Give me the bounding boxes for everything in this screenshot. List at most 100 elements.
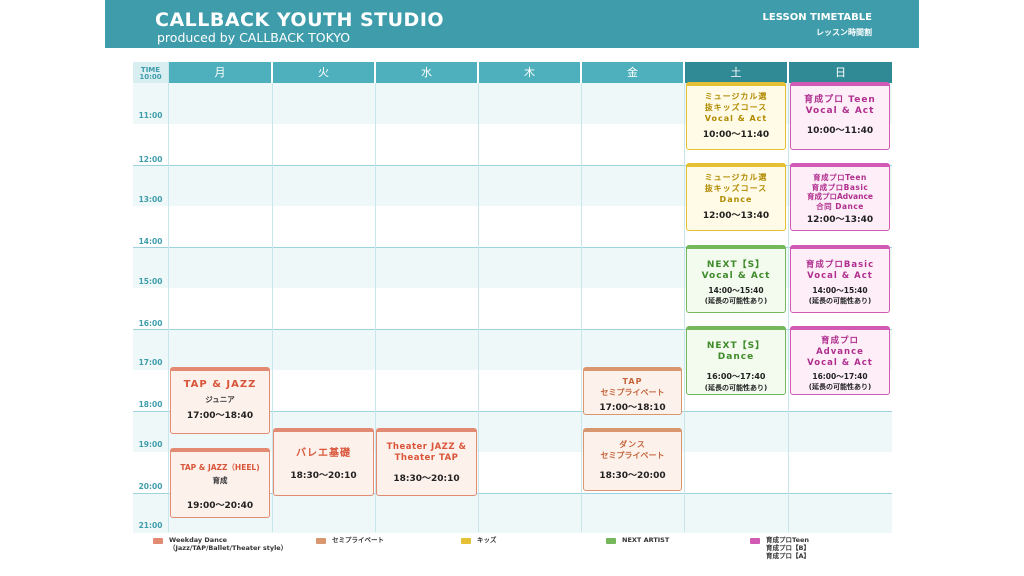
legend-label-line3: 育成プロ【A】	[766, 552, 811, 560]
day-header-tue: 火	[273, 62, 374, 83]
lesson-time: 18:30〜20:10	[393, 474, 460, 484]
lesson-card-sun-advance[interactable]: 育成プロ Advance Vocal & Act 16:00〜17:40 (延長…	[790, 326, 890, 395]
lesson-card-fri-tap[interactable]: TAP セミプライベート 17:00〜18:10	[583, 367, 682, 415]
legend-swatch	[461, 538, 471, 544]
day-header-mon: 月	[169, 62, 271, 83]
lesson-card-wed-theater[interactable]: Theater JAZZ & Theater TAP 18:30〜20:10	[376, 428, 477, 496]
lesson-note: (延長の可能性あり)	[808, 297, 872, 305]
time-label: 20:00	[138, 482, 163, 491]
time-label: 14:00	[138, 237, 163, 246]
time-label: 21:00	[138, 521, 163, 530]
time-label: 12:00	[138, 155, 163, 164]
lesson-title: 育成プロTeen	[813, 173, 867, 182]
day-header-thu: 木	[479, 62, 580, 83]
column-divider	[581, 83, 582, 532]
lesson-title-line3: 育成プロAdvance	[807, 192, 873, 201]
lesson-card-mon-tap-jazz[interactable]: TAP & JAZZ ジュニア 17:00〜18:40	[170, 367, 270, 434]
time-header-start: 10:00	[139, 73, 162, 81]
lesson-title-line2: Vocal & Act	[807, 271, 873, 281]
lesson-title-line2: Theater TAP	[394, 453, 459, 463]
lesson-title-line2: Dance	[717, 352, 755, 362]
lesson-title: TAP	[622, 377, 643, 386]
lesson-title-line3: Dance	[719, 195, 753, 204]
column-divider	[272, 83, 273, 532]
legend-label-line1: 育成プロTeen	[766, 536, 810, 544]
lesson-level: 育成	[212, 476, 228, 485]
lesson-card-mon-heel[interactable]: TAP & JAZZ（HEEL) 育成 19:00〜20:40	[170, 448, 270, 518]
lesson-title: ダンス	[619, 440, 646, 449]
header-banner: CALLBACK YOUTH STUDIO produced by CALLBA…	[105, 0, 919, 48]
lesson-time: 10:00〜11:40	[806, 126, 874, 136]
time-label: 15:00	[138, 277, 163, 286]
day-header-sun: 日	[789, 62, 892, 83]
lesson-card-sun-joint-dance[interactable]: 育成プロTeen 育成プロBasic 育成プロAdvance 合同 Dance …	[790, 163, 890, 231]
time-header: TIME 10:00	[133, 62, 168, 83]
lesson-title: TAP & JAZZ（HEEL)	[180, 463, 260, 472]
lesson-time: 18:30〜20:00	[599, 471, 666, 481]
legend-label-line2: 育成プロ【B】	[766, 544, 810, 552]
time-header-label: TIME	[140, 66, 161, 74]
time-label: 16:00	[138, 319, 163, 328]
lesson-card-sun-basic[interactable]: 育成プロBasic Vocal & Act 14:00〜15:40 (延長の可能…	[790, 245, 890, 313]
time-label: 19:00	[138, 440, 163, 449]
lesson-title-line2: セミプライベート	[600, 451, 665, 460]
column-divider	[684, 83, 685, 532]
legend-label-line1: Weekday Dance	[169, 536, 228, 544]
time-label: 17:00	[138, 358, 163, 367]
lesson-title-line4: 合同 Dance	[816, 201, 864, 211]
day-header-wed: 水	[376, 62, 477, 83]
column-divider	[375, 83, 376, 532]
studio-subtitle: produced by CALLBACK TOKYO	[157, 30, 351, 45]
lesson-time: 12:00〜13:40	[702, 211, 770, 221]
legend-label: キッズ	[477, 536, 497, 544]
legend-weekday: Weekday Dance （Jazz/TAP/Ballet/Theater s…	[153, 536, 323, 566]
lesson-time: 19:00〜20:40	[186, 501, 254, 511]
legend-pro: 育成プロTeen 育成プロ【B】 育成プロ【A】	[750, 536, 850, 566]
lesson-title-line2: セミプライベート	[600, 388, 665, 397]
lesson-time: 17:00〜18:40	[186, 411, 254, 421]
lesson-time: 18:30〜20:10	[290, 471, 357, 481]
lesson-time: 17:00〜18:10	[599, 403, 666, 413]
lesson-title: ミュージカル選	[704, 92, 768, 101]
legend-label: セミプライベート	[332, 536, 384, 544]
lesson-note: (延長の可能性あり)	[704, 297, 768, 305]
lesson-title-line2: Vocal & Act	[805, 106, 875, 116]
studio-title: CALLBACK YOUTH STUDIO	[155, 9, 445, 31]
lesson-title: NEXT【S】	[706, 341, 766, 351]
lesson-time: 12:00〜13:40	[806, 215, 874, 225]
lesson-time: 16:00〜17:40	[706, 372, 766, 381]
lesson-title: NEXT【S】	[706, 260, 766, 270]
lesson-time: 16:00〜17:40	[812, 372, 868, 381]
legend-swatch	[606, 538, 616, 544]
column-divider	[788, 83, 789, 532]
lesson-time: 14:00〜15:40	[708, 286, 764, 295]
time-label: 13:00	[138, 195, 163, 204]
timetable-grid: TIME 10:00 11:00 12:00 13:00 14:00 15:00…	[133, 62, 892, 533]
lesson-title-line2: Advance	[816, 347, 864, 357]
legend-swatch	[153, 538, 163, 544]
lesson-card-sun-teen[interactable]: 育成プロ Teen Vocal & Act 10:00〜11:40	[790, 82, 890, 150]
lesson-card-fri-dance[interactable]: ダンス セミプライベート 18:30〜20:00	[583, 428, 682, 491]
lesson-time: 14:00〜15:40	[812, 286, 868, 295]
lesson-title: TAP & JAZZ	[183, 379, 257, 390]
timetable-title: LESSON TIMETABLE	[762, 12, 872, 23]
time-column	[133, 62, 169, 532]
legend-label: NEXT ARTIST	[622, 536, 670, 544]
legend-semi: セミプライベート	[316, 536, 416, 566]
lesson-card-sat-kids-vocal[interactable]: ミュージカル選 抜キッズコース Vocal & Act 10:00〜11:40	[686, 82, 786, 150]
column-divider	[478, 83, 479, 532]
lesson-title: バレエ基礎	[296, 448, 351, 459]
lesson-card-sat-next-vocal[interactable]: NEXT【S】 Vocal & Act 14:00〜15:40 (延長の可能性あ…	[686, 245, 786, 313]
lesson-note: (延長の可能性あり)	[704, 384, 768, 392]
lesson-title: Theater JAZZ &	[386, 442, 467, 452]
legend-label: Weekday Dance （Jazz/TAP/Ballet/Theater s…	[169, 536, 287, 552]
lesson-card-sat-next-dance[interactable]: NEXT【S】 Dance 16:00〜17:40 (延長の可能性あり)	[686, 326, 786, 395]
lesson-title-line2: 抜キッズコース	[704, 184, 768, 193]
legend-swatch	[750, 538, 760, 544]
lesson-title-line2: Vocal & Act	[701, 271, 771, 281]
time-label: 18:00	[138, 400, 163, 409]
lesson-card-tue-ballet[interactable]: バレエ基礎 18:30〜20:10	[273, 428, 374, 496]
lesson-card-sat-kids-dance[interactable]: ミュージカル選 抜キッズコース Dance 12:00〜13:40	[686, 163, 786, 231]
lesson-level: ジュニア	[205, 395, 235, 404]
lesson-title-line2: 抜キッズコース	[704, 103, 768, 112]
